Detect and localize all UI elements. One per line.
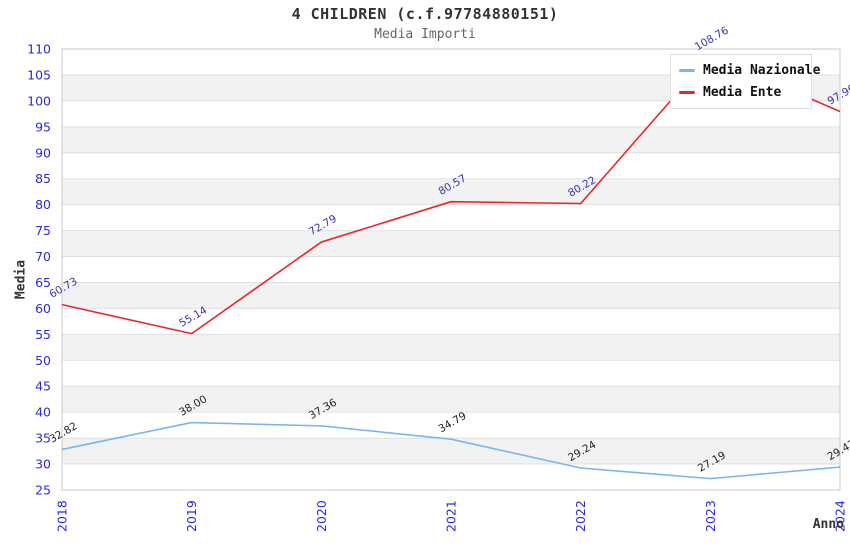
y-tick-label: 80 (35, 197, 51, 212)
media-ente-swatch-icon (679, 91, 695, 94)
y-tick-label: 30 (35, 457, 51, 472)
series-line-media-nazionale (61, 421, 841, 480)
x-axis-title: Anno (812, 517, 844, 532)
y-tick-label: 60 (35, 301, 51, 316)
y-tick-label: 50 (35, 353, 51, 368)
plot-band (62, 334, 840, 361)
x-tick-label: 2023 (703, 500, 718, 532)
plot-band (62, 178, 840, 205)
y-tick-label: 90 (35, 145, 51, 160)
x-tick-label: 2021 (444, 500, 459, 532)
plot-band (62, 230, 840, 257)
y-tick-label: 85 (35, 171, 51, 186)
x-tick-label: 2024 (833, 500, 848, 532)
y-tick-label: 40 (35, 405, 51, 420)
y-tick-label: 25 (35, 483, 51, 498)
y-tick-label: 95 (35, 119, 51, 134)
chart-subtitle: Media Importi (374, 27, 476, 42)
y-tick-label: 75 (35, 223, 51, 238)
legend-label: Media Ente (703, 85, 782, 100)
plot-band (62, 126, 840, 153)
y-tick-label: 100 (27, 93, 51, 108)
x-tick-label: 2019 (184, 500, 199, 532)
plot-band (62, 282, 840, 309)
legend-item-media-nazionale[interactable]: Media Nazionale (679, 63, 820, 78)
y-tick-label: 110 (27, 42, 51, 57)
y-tick-label: 55 (35, 327, 51, 342)
data-label: 34.79 (436, 410, 468, 435)
media-nazionale-swatch-icon (679, 69, 695, 72)
x-tick-label: 2020 (314, 500, 329, 532)
legend: Media Nazionale Media Ente (670, 54, 820, 109)
plot-band (62, 386, 840, 413)
y-tick-label: 105 (27, 67, 51, 82)
y-axis-title: Media (13, 259, 29, 300)
y-tick-label: 70 (35, 249, 51, 264)
y-tick-label: 65 (35, 275, 51, 290)
x-tick-label: 2022 (573, 500, 588, 532)
legend-label: Media Nazionale (703, 63, 821, 78)
plot-border (61, 48, 841, 491)
legend-item-media-ente[interactable]: Media Ente (679, 85, 803, 100)
chart-title: 4 CHILDREN (c.f.97784880151) (291, 5, 559, 23)
x-tick-label: 2018 (55, 500, 70, 532)
plot-band (62, 438, 840, 465)
y-tick-label: 35 (35, 431, 51, 446)
y-tick-label: 45 (35, 379, 51, 394)
